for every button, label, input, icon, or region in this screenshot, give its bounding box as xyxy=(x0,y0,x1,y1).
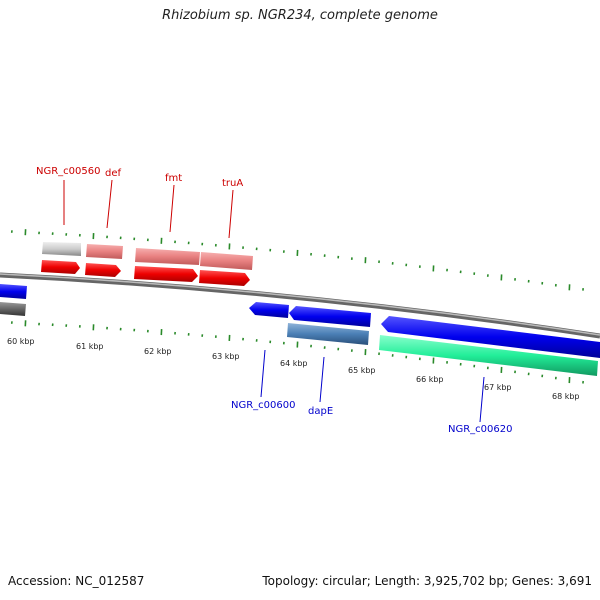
label-def: def xyxy=(105,168,122,179)
gene-left-edge-blue[interactable] xyxy=(0,284,27,299)
gene-ngr-c00600[interactable] xyxy=(249,302,289,318)
tick-label-64: 64 kbp xyxy=(280,359,308,368)
gene-left-edge-grey[interactable] xyxy=(0,302,26,316)
label-dape: dapE xyxy=(308,406,333,417)
leader-fmt xyxy=(169,184,175,233)
tick-label-65: 65 kbp xyxy=(348,366,376,375)
reverse-strand-genes xyxy=(0,284,600,376)
label-ngr-c00600: NGR_c00600 xyxy=(231,400,296,411)
gene-fmt-cds[interactable] xyxy=(135,248,200,265)
tick-label-60: 60 kbp xyxy=(7,337,35,346)
gene-ngr-c00560[interactable] xyxy=(41,260,80,274)
gene-def-cds[interactable] xyxy=(86,244,123,259)
label-ngr-c00620: NGR_c00620 xyxy=(448,424,513,435)
tick-label-67: 67 kbp xyxy=(484,383,512,392)
gene-ngr-c00620[interactable] xyxy=(381,316,600,358)
label-trua: truA xyxy=(222,178,243,189)
forward-strand-genes xyxy=(41,242,253,286)
leader-ngr-c00620 xyxy=(479,376,485,423)
map-title: Rhizobium sp. NGR234, complete genome xyxy=(162,8,438,23)
leader-trua xyxy=(228,189,234,239)
gene-trua-cds[interactable] xyxy=(200,252,253,270)
kbp-tick-labels: 60 kbp 61 kbp 62 kbp 63 kbp 64 kbp 65 kb… xyxy=(7,337,580,401)
label-leader-lines xyxy=(63,179,485,423)
genome-backbone xyxy=(0,272,600,339)
genome-summary-text: Topology: circular; Length: 3,925,702 bp… xyxy=(262,574,592,588)
leader-dape xyxy=(319,356,325,403)
gene-fmt[interactable] xyxy=(134,266,198,282)
tick-label-68: 68 kbp xyxy=(552,392,580,401)
tick-label-61: 61 kbp xyxy=(76,342,104,351)
gene-def[interactable] xyxy=(85,263,121,277)
tick-label-66: 66 kbp xyxy=(416,375,444,384)
leader-def xyxy=(106,179,113,229)
tick-label-63: 63 kbp xyxy=(212,352,240,361)
gene-labels: NGR_c00560 def fmt truA NGR_c00600 dapE … xyxy=(36,166,513,435)
leader-ngr-c00600 xyxy=(260,349,266,398)
gene-ngr-c00560-cds[interactable] xyxy=(42,242,81,256)
genome-backbone-highlight xyxy=(0,273,600,336)
tick-label-62: 62 kbp xyxy=(144,347,172,356)
label-ngr-c00560: NGR_c00560 xyxy=(36,166,101,177)
accession-text: Accession: NC_012587 xyxy=(8,574,145,588)
inner-tick-marks xyxy=(10,320,584,384)
gene-dape-cds[interactable] xyxy=(287,323,369,345)
gene-dape[interactable] xyxy=(289,306,371,327)
gene-ngr-c00620-cds[interactable] xyxy=(379,335,598,376)
outer-tick-marks xyxy=(10,229,584,291)
label-fmt: fmt xyxy=(165,173,182,184)
gene-trua[interactable] xyxy=(199,270,250,286)
